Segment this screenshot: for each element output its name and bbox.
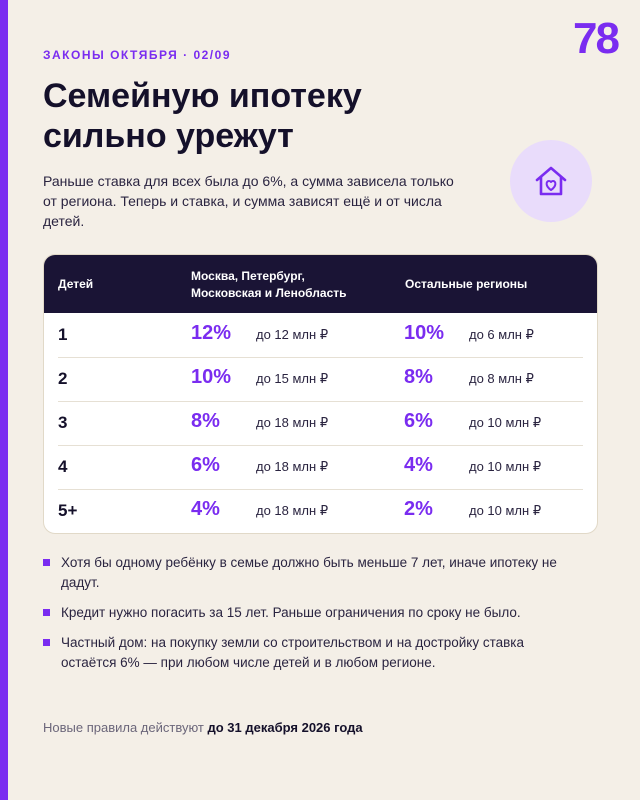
table-header: Детей Москва, Петербург, Московская и Ле… bbox=[44, 255, 597, 313]
table-row: 4 6% до 18 млн ₽ 4% до 10 млн ₽ bbox=[58, 445, 583, 490]
mortgage-rates-table: Детей Москва, Петербург, Московская и Ле… bbox=[43, 254, 598, 534]
brand-logo: 78 bbox=[573, 14, 620, 63]
list-item: Кредит нужно погасить за 15 лет. Раньше … bbox=[43, 603, 583, 623]
table-row: 5+ 4% до 18 млн ₽ 2% до 10 млн ₽ bbox=[58, 489, 583, 533]
conditions-list: Хотя бы одному ребёнку в семье должно бы… bbox=[43, 553, 583, 683]
amount-capitals: до 18 млн ₽ bbox=[256, 415, 329, 430]
rate-others: 6% bbox=[404, 410, 433, 432]
amount-others: до 10 млн ₽ bbox=[469, 415, 542, 430]
rate-others: 4% bbox=[404, 454, 433, 476]
page-title: Семейную ипотеку сильно урежут bbox=[43, 77, 362, 155]
header-kids: Детей bbox=[58, 277, 94, 291]
note-text: Хотя бы одному ребёнку в семье должно бы… bbox=[61, 555, 557, 590]
kids-count: 1 bbox=[58, 325, 68, 344]
amount-capitals: до 15 млн ₽ bbox=[256, 371, 329, 386]
rate-capitals: 6% bbox=[191, 454, 220, 476]
amount-others: до 6 млн ₽ bbox=[469, 327, 534, 342]
rate-capitals: 8% bbox=[191, 410, 220, 432]
amount-others: до 8 млн ₽ bbox=[469, 371, 534, 386]
table-row: 3 8% до 18 млн ₽ 6% до 10 млн ₽ bbox=[58, 401, 583, 446]
square-bullet-icon bbox=[43, 639, 50, 646]
amount-capitals: до 12 млн ₽ bbox=[256, 327, 329, 342]
note-text: Кредит нужно погасить за 15 лет. Раньше … bbox=[61, 605, 521, 620]
rate-capitals: 10% bbox=[191, 366, 232, 388]
series-kicker: ЗАКОНЫ ОКТЯБРЯ · 02/09 bbox=[43, 48, 231, 62]
house-badge bbox=[510, 140, 592, 222]
square-bullet-icon bbox=[43, 609, 50, 616]
amount-others: до 10 млн ₽ bbox=[469, 459, 542, 474]
kids-count: 5+ bbox=[58, 501, 78, 520]
house-heart-icon bbox=[535, 166, 567, 196]
kids-count: 4 bbox=[58, 457, 68, 476]
table-row: 1 12% до 12 млн ₽ 10% до 6 млн ₽ bbox=[58, 313, 583, 358]
rate-capitals: 12% bbox=[191, 322, 232, 344]
amount-capitals: до 18 млн ₽ bbox=[256, 503, 329, 518]
footer-prefix: Новые правила действуют bbox=[43, 720, 204, 735]
accent-side-bar bbox=[0, 0, 8, 800]
rate-capitals: 4% bbox=[191, 498, 220, 520]
footer-note: Новые правила действуют до 31 декабря 20… bbox=[43, 720, 363, 735]
square-bullet-icon bbox=[43, 559, 50, 566]
header-region-others: Остальные регионы bbox=[405, 277, 528, 291]
list-item: Частный дом: на покупку земли со строите… bbox=[43, 633, 583, 673]
lead-paragraph: Раньше ставка для всех была до 6%, а сум… bbox=[43, 173, 454, 229]
kids-count: 2 bbox=[58, 369, 68, 388]
rate-others: 10% bbox=[404, 322, 445, 344]
amount-others: до 10 млн ₽ bbox=[469, 503, 542, 518]
table-row: 2 10% до 15 млн ₽ 8% до 8 млн ₽ bbox=[58, 357, 583, 402]
rate-others: 2% bbox=[404, 498, 433, 520]
amount-capitals: до 18 млн ₽ bbox=[256, 459, 329, 474]
note-text: Частный дом: на покупку земли со строите… bbox=[61, 635, 525, 670]
list-item: Хотя бы одному ребёнку в семье должно бы… bbox=[43, 553, 583, 593]
footer-deadline: до 31 декабря 2026 года bbox=[207, 720, 363, 735]
header-region-capitals: Москва, Петербург, Московская и Леноблас… bbox=[191, 269, 347, 300]
kids-count: 3 bbox=[58, 413, 68, 432]
rate-others: 8% bbox=[404, 366, 433, 388]
